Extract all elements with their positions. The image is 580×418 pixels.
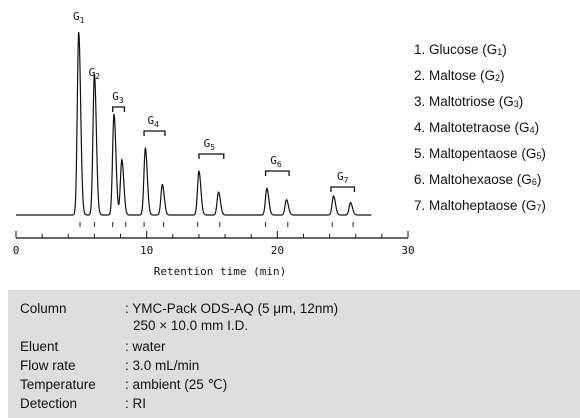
legend-item-subscript: 7 <box>536 203 542 213</box>
condition-value: : 3.0 mL/min <box>125 358 200 373</box>
condition-value: 250 × 10.0 mm I.D. <box>133 318 249 333</box>
peak-apex <box>121 159 123 161</box>
peak-apex <box>285 199 288 201</box>
condition-value: : YMC-Pack ODS-AQ (5 μm, 12nm) <box>125 301 339 316</box>
condition-label: Column <box>20 301 67 316</box>
x-tick-label: 0 <box>13 244 20 257</box>
legend-item-text: 7. Maltoheptaose (G <box>414 198 537 213</box>
legend-item-suffix: ) <box>541 146 546 161</box>
legend-item: 1. Glucose (G1) <box>414 38 580 64</box>
legend-item-subscript: 2 <box>495 73 501 83</box>
peak-label: G2 <box>89 66 101 81</box>
legend-item: 5. Maltopentaose (G5) <box>414 142 580 168</box>
legend-item-text: 1. Glucose (G <box>414 42 498 57</box>
peak-label: G4 <box>147 114 159 129</box>
peak-bracket <box>330 186 356 192</box>
legend-item-subscript: 1 <box>497 47 503 57</box>
legend-item: 6. Maltohexaose (G6) <box>414 168 580 194</box>
legend-item-suffix: ) <box>534 120 540 135</box>
legend-item: 2. Maltose (G2) <box>414 64 580 90</box>
peak-label: G3 <box>112 90 124 105</box>
legend-item-suffix: ) <box>541 198 546 213</box>
peak-label: G5 <box>204 137 216 152</box>
condition-label: Detection <box>20 396 78 411</box>
legend-item-suffix: ) <box>500 68 505 83</box>
condition-label: Eluent <box>20 339 59 354</box>
condition-value: : ambient (25 ℃) <box>125 377 228 392</box>
legend-item-text: 5. Maltopentaose (G <box>414 146 537 161</box>
legend-item-subscript: 5 <box>536 151 542 161</box>
peak-apex <box>78 31 80 34</box>
peak-bracket <box>143 130 166 136</box>
legend-item: 4. Maltotetraose (G4) <box>414 116 580 142</box>
condition-value: : RI <box>125 396 147 411</box>
legend-item-suffix: ) <box>518 94 524 109</box>
condition-value: : water <box>125 339 166 354</box>
x-tick-label: 30 <box>401 244 414 257</box>
peak-label: G7 <box>337 170 349 185</box>
peak-apex <box>349 202 352 204</box>
peak-apex <box>266 187 268 189</box>
conditions-panel: Column : YMC-Pack ODS-AQ (5 μm, 12nm) 25… <box>8 290 580 418</box>
x-tick-label: 10 <box>140 244 153 257</box>
peak-apex <box>198 170 200 172</box>
condition-label: Flow rate <box>20 358 76 373</box>
peak-bracket <box>198 153 225 159</box>
legend-item-text: 6. Maltohexaose (G <box>414 172 532 187</box>
legend: 1. Glucose (G1) 2. Maltose (G2) 3. Maltotr… <box>414 38 580 220</box>
legend-item-subscript: 4 <box>529 125 535 135</box>
legend-item-text: 4. Maltotetraose (G <box>414 120 530 135</box>
legend-item: 7. Maltoheptaose (G7) <box>414 194 580 220</box>
x-axis-label: Retention time (min) <box>154 265 286 278</box>
peak-apex <box>144 147 146 150</box>
peak-bracket <box>112 106 126 112</box>
condition-label: Temperature <box>20 377 96 392</box>
legend-item-text: 2. Maltose (G <box>414 68 496 83</box>
chromatogram-chart: G1 G2 G3 G4 G5 G6 G7 0 10 20 30 Retention time (m… <box>13 10 415 278</box>
peak-apex <box>161 184 163 186</box>
peak-apex <box>332 195 335 197</box>
chromatogram-trace <box>16 32 372 216</box>
peak-apex <box>113 113 115 115</box>
legend-item-suffix: ) <box>502 42 507 57</box>
peak-label: G1 <box>73 10 85 25</box>
legend-item: 3. Maltotriose (G3) <box>414 90 580 116</box>
legend-item-text: 3. Maltotriose (G <box>414 94 514 109</box>
peak-label: G6 <box>270 154 282 169</box>
legend-item-subscript: 6 <box>531 177 537 187</box>
peak-apex <box>217 191 220 193</box>
legend-item-subscript: 3 <box>513 99 519 109</box>
peak-bracket <box>264 170 290 176</box>
legend-item-suffix: ) <box>536 172 542 187</box>
peak-apex <box>93 73 95 75</box>
x-tick-label: 20 <box>271 244 284 257</box>
